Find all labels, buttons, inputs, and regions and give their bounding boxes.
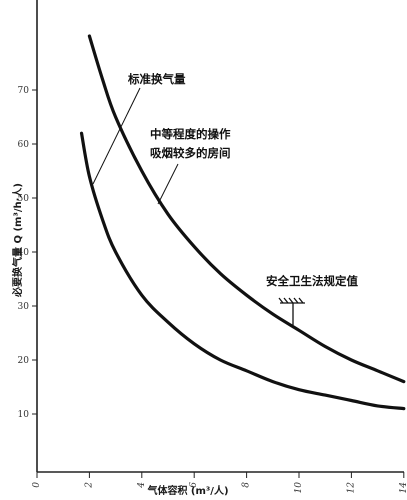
- annotation-moderate-line2: 吸烟较多的房间: [150, 146, 231, 160]
- x-tick-label-7: 14: [399, 482, 407, 494]
- x-tick-label-6: 12: [346, 482, 356, 494]
- leader-standard: [92, 87, 141, 185]
- tick-marks: [32, 89, 405, 478]
- series-lines: [79, 34, 406, 411]
- tick-labels: 0 2 4 6 8 10 12 14 10 20 30 40 50 60 70: [18, 86, 407, 493]
- annotation-safety: 安全卫生法规定值: [266, 274, 358, 288]
- annotations: 标准换气量 中等程度的操作 吸烟较多的房间 安全卫生法规定值: [92, 72, 358, 325]
- y-tick-label-6: 70: [18, 86, 30, 96]
- x-axis-title: 气体容积 (m³/人): [146, 484, 228, 497]
- x-tick-label-1: 2: [84, 482, 94, 489]
- axes: [36, 0, 404, 473]
- annotation-standard: 标准换气量: [127, 72, 186, 86]
- y-tick-label-3: 40: [18, 248, 30, 258]
- annotation-moderate-line1: 中等程度的操作: [150, 127, 231, 141]
- safety-limit-marker: [278, 297, 305, 325]
- y-tick-label-4: 50: [18, 194, 30, 204]
- x-tick-label-0: 0: [32, 482, 42, 488]
- series-line-1: [79, 131, 406, 411]
- y-tick-label-5: 60: [18, 140, 30, 150]
- x-tick-label-4: 8: [242, 482, 252, 488]
- leader-moderate: [157, 163, 179, 205]
- x-tick-label-5: 10: [294, 482, 304, 494]
- y-tick-label-0: 10: [18, 410, 30, 420]
- series-line-0: [87, 34, 406, 384]
- y-tick-label-2: 30: [18, 302, 30, 312]
- y-tick-label-1: 20: [18, 356, 30, 366]
- x-tick-label-2: 4: [137, 482, 147, 489]
- x-tick-label-3: 6: [189, 482, 199, 488]
- y-axis-title: 必要换气量 Q (m³/h·人): [11, 183, 24, 298]
